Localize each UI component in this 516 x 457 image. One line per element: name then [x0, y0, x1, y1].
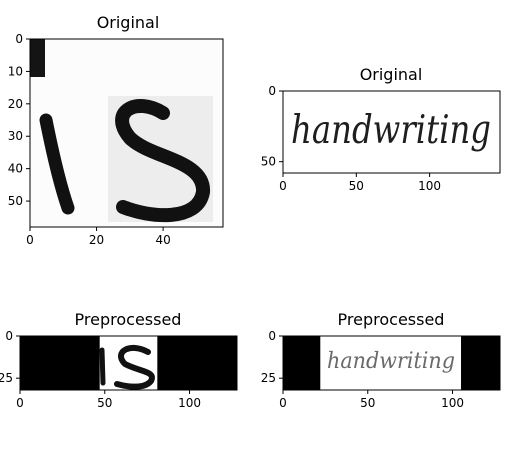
x-tick-label: 100: [178, 396, 201, 410]
fragment-mark: [30, 39, 45, 77]
panel-title: Preprocessed: [338, 310, 445, 329]
x-tick-label: 50: [360, 396, 375, 410]
handwriting-sample: handwriting: [291, 108, 491, 153]
x-tick-label: 40: [155, 233, 170, 247]
image-handwriting-original: handwriting: [283, 91, 500, 173]
content-region: [320, 336, 462, 390]
y-tick-label: 0: [15, 32, 23, 46]
y-tick-label: 50: [8, 194, 23, 208]
x-tick-label: 0: [279, 396, 287, 410]
y-tick-label: 40: [8, 162, 23, 176]
y-tick-label: 25: [0, 371, 13, 385]
x-tick-label: 0: [279, 179, 287, 193]
x-tick-label: 0: [26, 233, 34, 247]
handwriting-sample: handwriting: [327, 349, 455, 374]
y-tick-label: 30: [8, 129, 23, 143]
y-tick-label: 10: [8, 64, 23, 78]
y-tick-label: 0: [268, 329, 276, 343]
image-handwriting-preprocessed: handwriting: [283, 336, 500, 390]
panel-title: Original: [97, 13, 160, 32]
y-tick-label: 0: [5, 329, 13, 343]
x-tick-label: 0: [16, 396, 24, 410]
axis-ticks: 0 20 40 0 10 20 30 40 50: [8, 32, 171, 247]
panel-title: Original: [360, 65, 423, 84]
image-is-preprocessed: [20, 336, 237, 390]
panel-title: Preprocessed: [75, 310, 182, 329]
x-tick-label: 50: [349, 179, 364, 193]
x-tick-label: 100: [418, 179, 441, 193]
x-tick-label: 50: [97, 396, 112, 410]
y-tick-label: 20: [8, 97, 23, 111]
x-tick-label: 20: [89, 233, 104, 247]
image-is-original: [30, 39, 223, 227]
y-tick-label: 50: [261, 155, 276, 169]
x-tick-label: 100: [441, 396, 464, 410]
y-tick-label: 25: [261, 371, 276, 385]
y-tick-label: 0: [268, 84, 276, 98]
panel-original-is: Original 0 20 40 0 10 20 30 40 50: [8, 13, 224, 247]
